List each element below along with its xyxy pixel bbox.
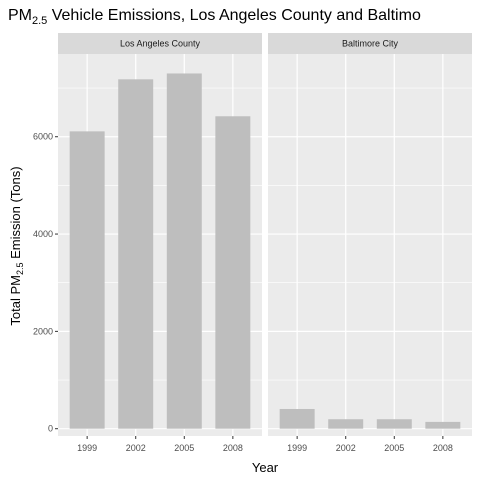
x-tick-label: 1999 <box>77 443 97 453</box>
chart-title-suffix: Vehicle Emissions, Los Angeles County an… <box>47 7 421 24</box>
facet-panels: Los Angeles County Baltimore City <box>58 33 472 436</box>
bar <box>328 419 364 429</box>
y-tick-label: 0 <box>48 424 53 434</box>
y-axis-title: Total PM2.5 Emission (Tons) <box>8 166 25 325</box>
facet-strip <box>58 33 262 54</box>
bar <box>425 421 461 429</box>
chart-title-prefix: PM <box>8 7 32 24</box>
y-tick-label: 2000 <box>33 326 53 336</box>
facet-strip-label: Baltimore City <box>342 39 399 49</box>
bar <box>279 408 315 429</box>
facet-panel-background <box>268 54 472 436</box>
x-tick-label: 2008 <box>223 443 243 453</box>
bar <box>215 116 251 429</box>
facet-strip <box>268 33 472 54</box>
x-axis-title: Year <box>252 460 279 475</box>
chart-title-subscript: 2.5 <box>32 15 47 27</box>
x-tick-label: 2008 <box>433 443 453 453</box>
y-tick-label: 4000 <box>33 229 53 239</box>
y-axis: 0 2000 4000 6000 <box>33 132 58 434</box>
y-axis-title-subscript: 2.5 <box>15 262 25 275</box>
y-tick-label: 6000 <box>33 132 53 142</box>
bar <box>166 73 202 429</box>
x-tick-label: 2005 <box>384 443 404 453</box>
x-tick-label: 2005 <box>174 443 194 453</box>
x-tick-label: 2002 <box>336 443 356 453</box>
bar <box>376 419 412 429</box>
y-axis-title-suffix: Emission (Tons) <box>8 166 23 262</box>
x-tick-label: 1999 <box>287 443 307 453</box>
bar <box>118 79 154 429</box>
x-axes: 1999 2002 2005 2008 1999 2002 2005 2008 <box>77 436 453 453</box>
y-axis-title-prefix: Total PM <box>8 275 23 326</box>
chart-title: PM2.5 Vehicle Emissions, Los Angeles Cou… <box>8 7 421 27</box>
facet-strip-label: Los Angeles County <box>120 39 201 49</box>
x-tick-label: 2002 <box>126 443 146 453</box>
bar <box>69 131 105 429</box>
